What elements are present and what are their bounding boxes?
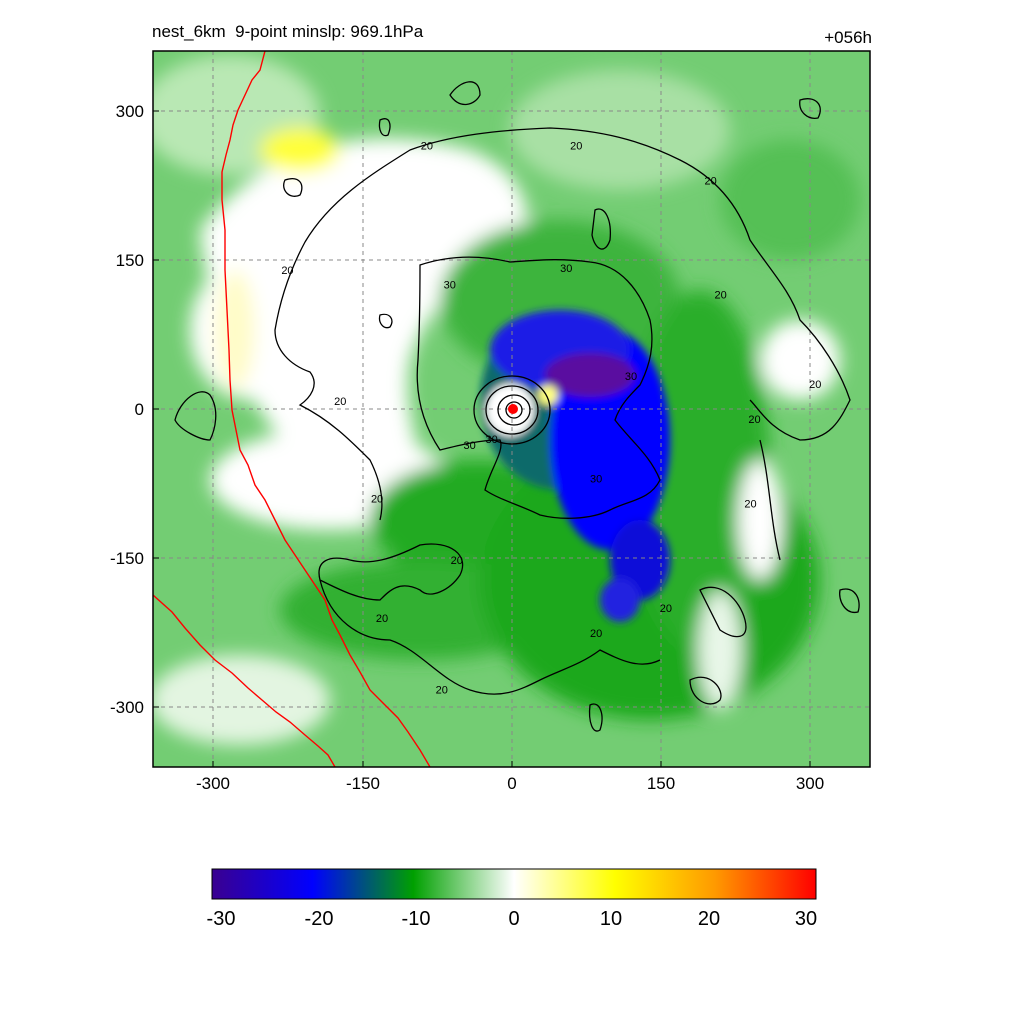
- contour-eyewall-1: [473, 375, 551, 445]
- contour-label: 20: [744, 498, 756, 510]
- contour-20-outer: [274, 127, 851, 561]
- plot-title: nest_6km 9-point minslp: 969.1hPa: [152, 22, 424, 41]
- contour-label: 30: [625, 371, 637, 383]
- y-tick-label: -150: [110, 549, 144, 568]
- contour-eyewall-3: [497, 394, 531, 426]
- contour-label: 20: [748, 414, 760, 426]
- y-tick-label: 0: [135, 400, 144, 419]
- yellow-patch-nw: [260, 128, 340, 172]
- forecast-hour: +056h: [824, 28, 872, 47]
- purple-max: [545, 353, 635, 397]
- white-streak-se2: [698, 590, 742, 710]
- contour-small-nw2: [378, 118, 391, 137]
- contour-small-w: [378, 313, 393, 329]
- contour-label: 20: [705, 175, 717, 187]
- y-tick-label: 150: [116, 251, 144, 270]
- blue-blob-s: [600, 578, 640, 622]
- contour-20-se3: [839, 588, 860, 613]
- colorbar-label: 30: [795, 908, 817, 930]
- contour-small-s: [588, 703, 603, 732]
- contour-small-nw: [283, 178, 303, 197]
- x-tick-label: 150: [647, 774, 675, 793]
- contour-label: 20: [590, 628, 602, 640]
- white-gap-e: [760, 320, 840, 400]
- contour-label: 30: [485, 434, 497, 446]
- x-tick-label: -300: [196, 774, 230, 793]
- contour-20-sw-band: [318, 543, 464, 601]
- colorbar-label: 20: [698, 908, 720, 930]
- contour-20-se1: [699, 586, 747, 638]
- contour-small-ne2: [799, 98, 821, 119]
- coastline-east: [221, 51, 431, 767]
- contour-label: 30: [444, 280, 456, 292]
- contour-label: 30: [590, 474, 602, 486]
- green-ne: [720, 140, 860, 260]
- colorbar-label: -10: [402, 908, 431, 930]
- contour-label: 20: [421, 140, 433, 152]
- light-green-n: [510, 70, 730, 190]
- colorbar-labels: -30 -20 -10 0 10 20 30: [207, 908, 818, 930]
- contour-eyewall-4: [505, 401, 523, 419]
- x-tick-label: -150: [346, 774, 380, 793]
- light-sw-patch: [153, 655, 330, 745]
- colorbar-label: 10: [600, 908, 622, 930]
- colorbar-label: -20: [305, 908, 334, 930]
- colorbar: [211, 868, 817, 900]
- storm-center-marker: [508, 404, 518, 414]
- contour-label: 30: [464, 440, 476, 452]
- contour-small-ne: [591, 208, 611, 250]
- colorbar-label: 0: [508, 908, 519, 930]
- contour-label: 20: [334, 396, 346, 408]
- contour-labels: 20 20 20 20 30 30 20 30 20 20 20 30 30 30 20 20 20 20 20 20…: [281, 140, 821, 696]
- contour-label: 30: [560, 263, 572, 275]
- contour-label: 20: [376, 613, 388, 625]
- contour-label: 20: [809, 379, 821, 391]
- contour-20-south: [319, 579, 661, 695]
- x-tick-label: 0: [507, 774, 516, 793]
- contour-label: 20: [660, 603, 672, 615]
- contour-30-ring: [416, 256, 661, 519]
- pale-yellow-west: [215, 270, 255, 390]
- wind-contours: [174, 81, 860, 732]
- contour-label: 20: [371, 494, 383, 506]
- coastline: [153, 51, 431, 767]
- dry-white-core: [200, 138, 528, 508]
- contour-label: 20: [570, 140, 582, 152]
- coastline-west: [153, 594, 336, 767]
- y-tick-label: 300: [116, 102, 144, 121]
- contour-small-n: [449, 81, 481, 106]
- contour-label: 20: [436, 684, 448, 696]
- contour-label: 20: [281, 265, 293, 277]
- y-tick-label: -300: [110, 698, 144, 717]
- contour-20-se2: [689, 676, 722, 705]
- contour-20-west: [174, 391, 217, 441]
- contour-label: 20: [451, 555, 463, 567]
- white-streak-se1: [738, 460, 782, 580]
- x-tick-marks: [153, 110, 811, 767]
- contour-label: 20: [715, 290, 727, 302]
- x-tick-label: 300: [796, 774, 824, 793]
- contour-eyewall-2: [485, 385, 539, 435]
- colorbar-label: -30: [207, 908, 236, 930]
